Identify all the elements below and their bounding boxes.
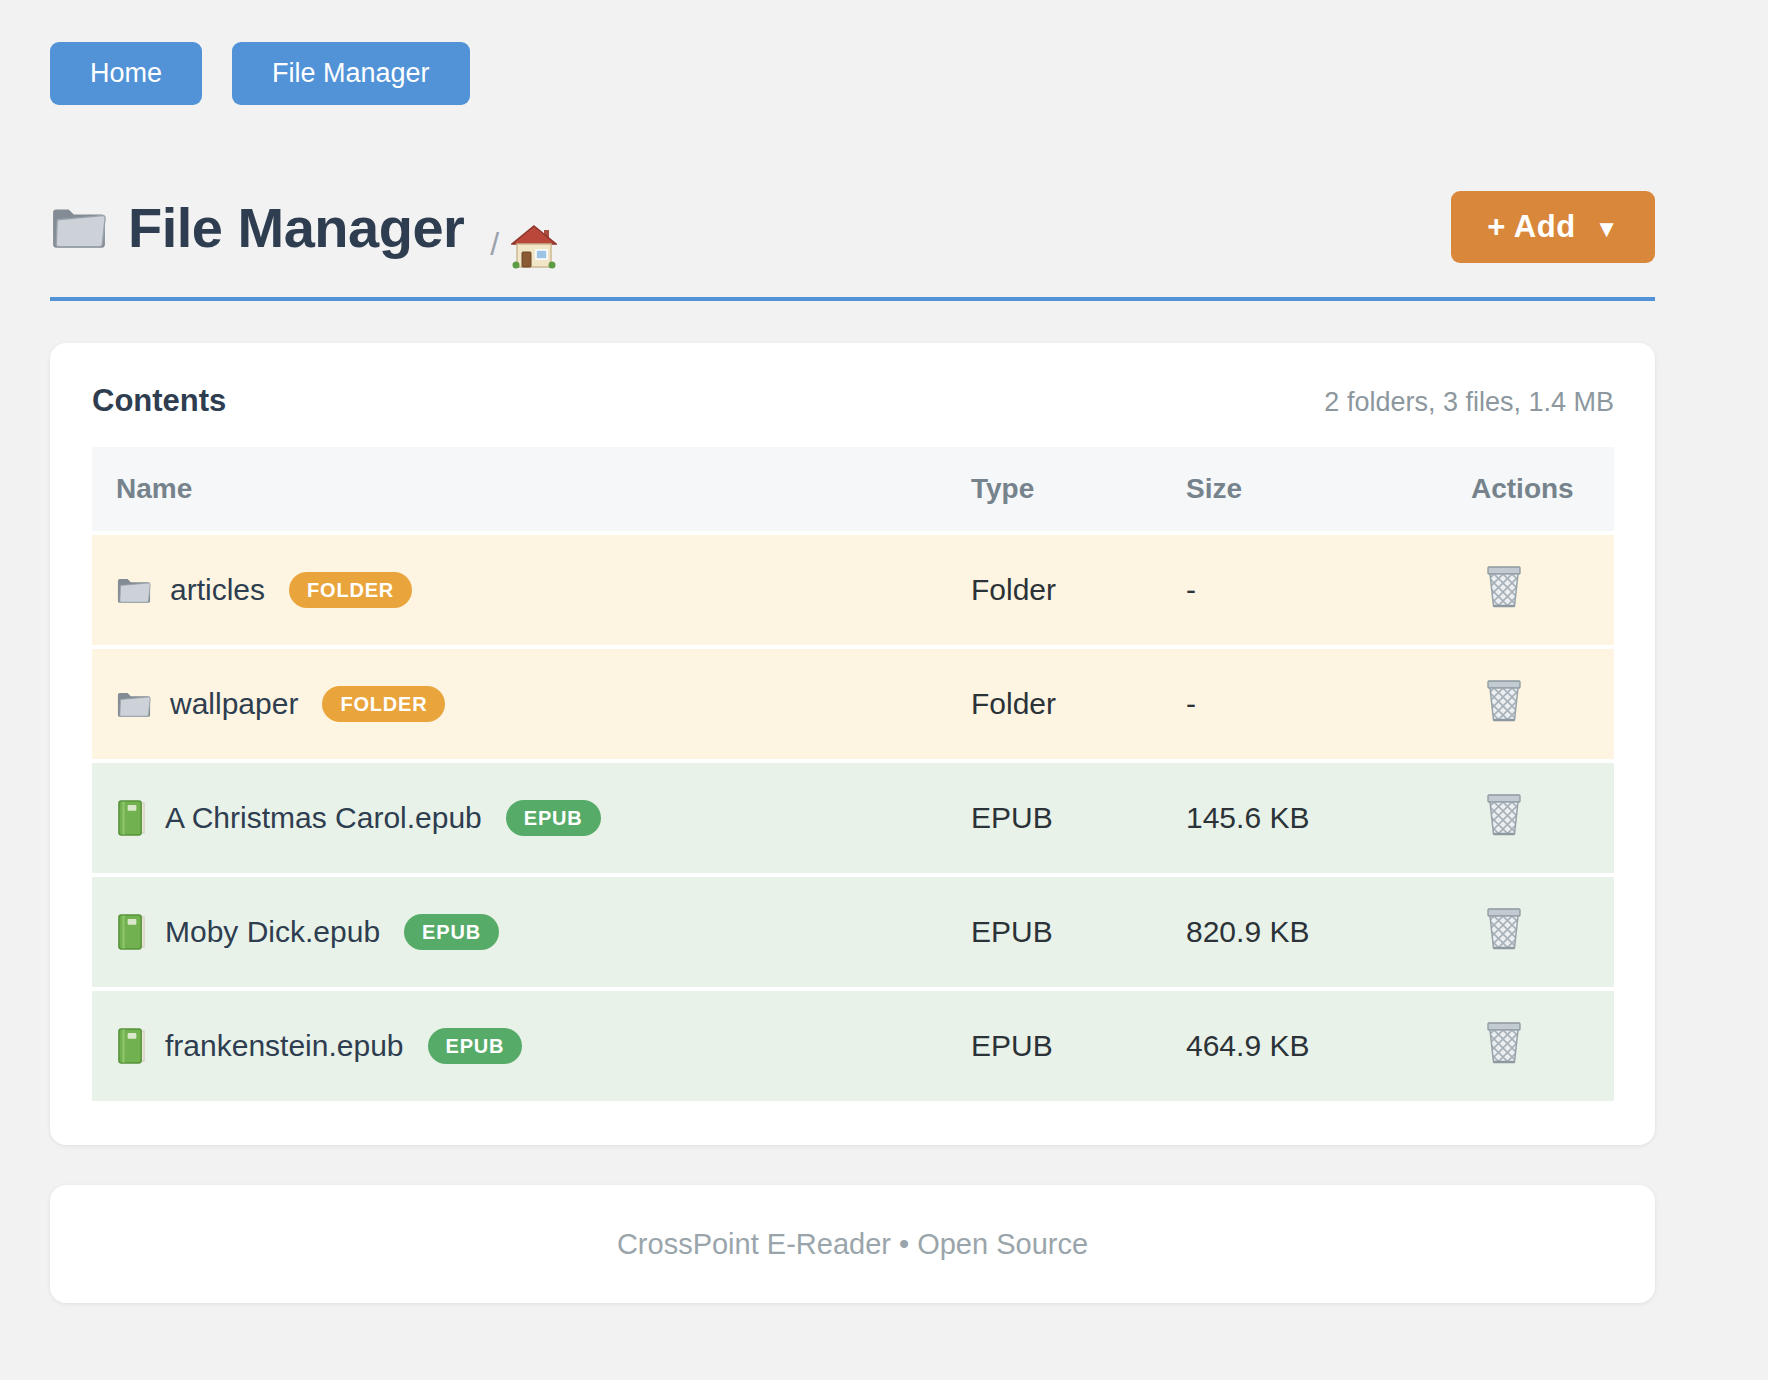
wastebasket-icon (1485, 565, 1523, 609)
table-row[interactable]: articles FOLDER Folder - (92, 535, 1614, 645)
type-badge: EPUB (404, 914, 499, 950)
file-size: 464.9 KB (1186, 1029, 1471, 1063)
table-row[interactable]: A Christmas Carol.epub EPUB EPUB 145.6 K… (92, 763, 1614, 873)
file-name: Moby Dick.epub (165, 915, 380, 949)
file-name: A Christmas Carol.epub (165, 801, 482, 835)
file-type: EPUB (971, 801, 1186, 835)
add-button-label: + Add (1487, 209, 1575, 244)
file-type: Folder (971, 687, 1186, 721)
file-name: articles (170, 573, 265, 607)
page-container: Home File Manager File Manager / (50, 0, 1655, 1303)
type-badge: FOLDER (322, 686, 445, 722)
contents-heading: Contents (92, 383, 226, 419)
footer-text: CrossPoint E-Reader • Open Source (617, 1228, 1088, 1261)
column-header-name: Name (92, 473, 971, 505)
page-title: File Manager (128, 195, 464, 260)
wastebasket-icon (1485, 679, 1523, 723)
delete-button[interactable] (1485, 793, 1523, 837)
green-book-icon (116, 1028, 147, 1065)
file-size: - (1186, 687, 1471, 721)
add-button[interactable]: + Add ▼ (1451, 191, 1655, 263)
green-book-icon (116, 914, 147, 951)
file-name: frankenstein.epub (165, 1029, 404, 1063)
delete-button[interactable] (1485, 679, 1523, 723)
breadcrumb-separator: / (490, 226, 499, 263)
file-manager-button[interactable]: File Manager (232, 42, 470, 105)
file-type: EPUB (971, 1029, 1186, 1063)
file-size: - (1186, 573, 1471, 607)
page-header: File Manager / + Add ▼ (50, 191, 1655, 263)
folder-icon (116, 689, 152, 719)
folder-icon (116, 575, 152, 605)
wastebasket-icon (1485, 793, 1523, 837)
title-group: File Manager / (50, 195, 557, 260)
file-type: EPUB (971, 915, 1186, 949)
contents-card-header: Contents 2 folders, 3 files, 1.4 MB (92, 383, 1614, 419)
breadcrumb: / (490, 205, 557, 249)
green-book-icon (116, 800, 147, 837)
file-size: 820.9 KB (1186, 915, 1471, 949)
column-header-type: Type (971, 473, 1186, 505)
column-header-actions: Actions (1471, 473, 1614, 505)
file-type: Folder (971, 573, 1186, 607)
table-header-row: Name Type Size Actions (92, 447, 1614, 531)
delete-button[interactable] (1485, 1021, 1523, 1065)
wastebasket-icon (1485, 1021, 1523, 1065)
chevron-down-icon: ▼ (1595, 215, 1619, 242)
contents-summary: 2 folders, 3 files, 1.4 MB (1324, 387, 1614, 418)
house-icon[interactable] (511, 225, 557, 269)
home-button[interactable]: Home (50, 42, 202, 105)
delete-button[interactable] (1485, 907, 1523, 951)
accent-divider (50, 297, 1655, 301)
type-badge: EPUB (428, 1028, 523, 1064)
contents-card: Contents 2 folders, 3 files, 1.4 MB Name… (50, 343, 1655, 1145)
file-name: wallpaper (170, 687, 298, 721)
delete-button[interactable] (1485, 565, 1523, 609)
file-size: 145.6 KB (1186, 801, 1471, 835)
folder-icon (50, 203, 108, 251)
type-badge: EPUB (506, 800, 601, 836)
table-row[interactable]: wallpaper FOLDER Folder - (92, 649, 1614, 759)
table-row[interactable]: frankenstein.epub EPUB EPUB 464.9 KB (92, 991, 1614, 1101)
footer-card: CrossPoint E-Reader • Open Source (50, 1185, 1655, 1303)
file-table: Name Type Size Actions articles FOLDER (92, 447, 1614, 1101)
table-row[interactable]: Moby Dick.epub EPUB EPUB 820.9 KB (92, 877, 1614, 987)
type-badge: FOLDER (289, 572, 412, 608)
wastebasket-icon (1485, 907, 1523, 951)
column-header-size: Size (1186, 473, 1471, 505)
top-navbar: Home File Manager (50, 42, 1655, 105)
